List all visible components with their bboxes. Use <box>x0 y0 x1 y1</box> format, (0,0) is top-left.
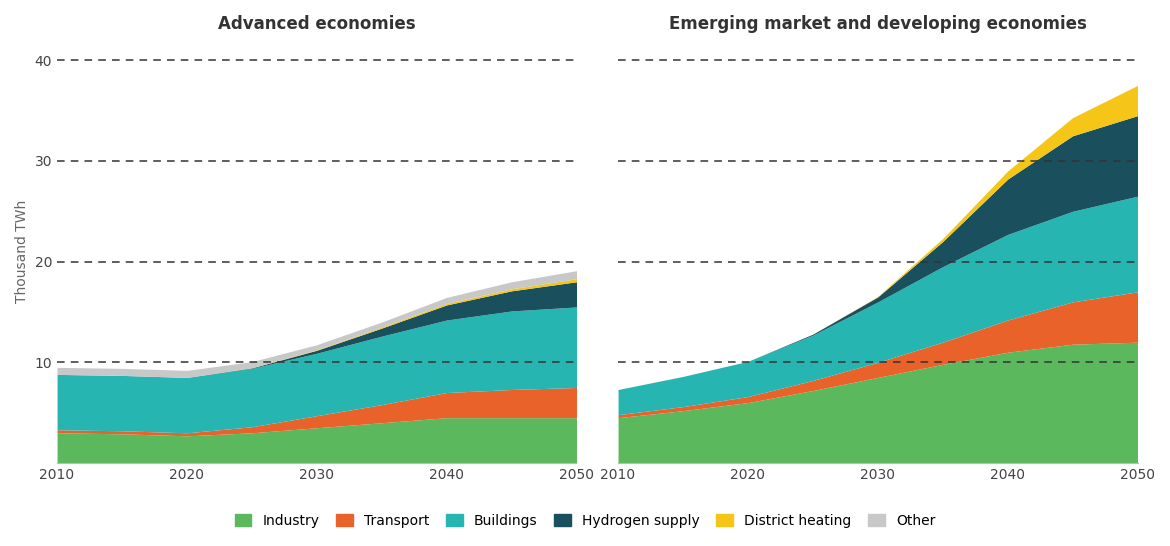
Title: Advanced economies: Advanced economies <box>218 15 415 33</box>
Y-axis label: Thousand TWh: Thousand TWh <box>15 200 29 303</box>
Title: Emerging market and developing economies: Emerging market and developing economies <box>669 15 1087 33</box>
Legend: Industry, Transport, Buildings, Hydrogen supply, District heating, Other: Industry, Transport, Buildings, Hydrogen… <box>229 508 941 533</box>
